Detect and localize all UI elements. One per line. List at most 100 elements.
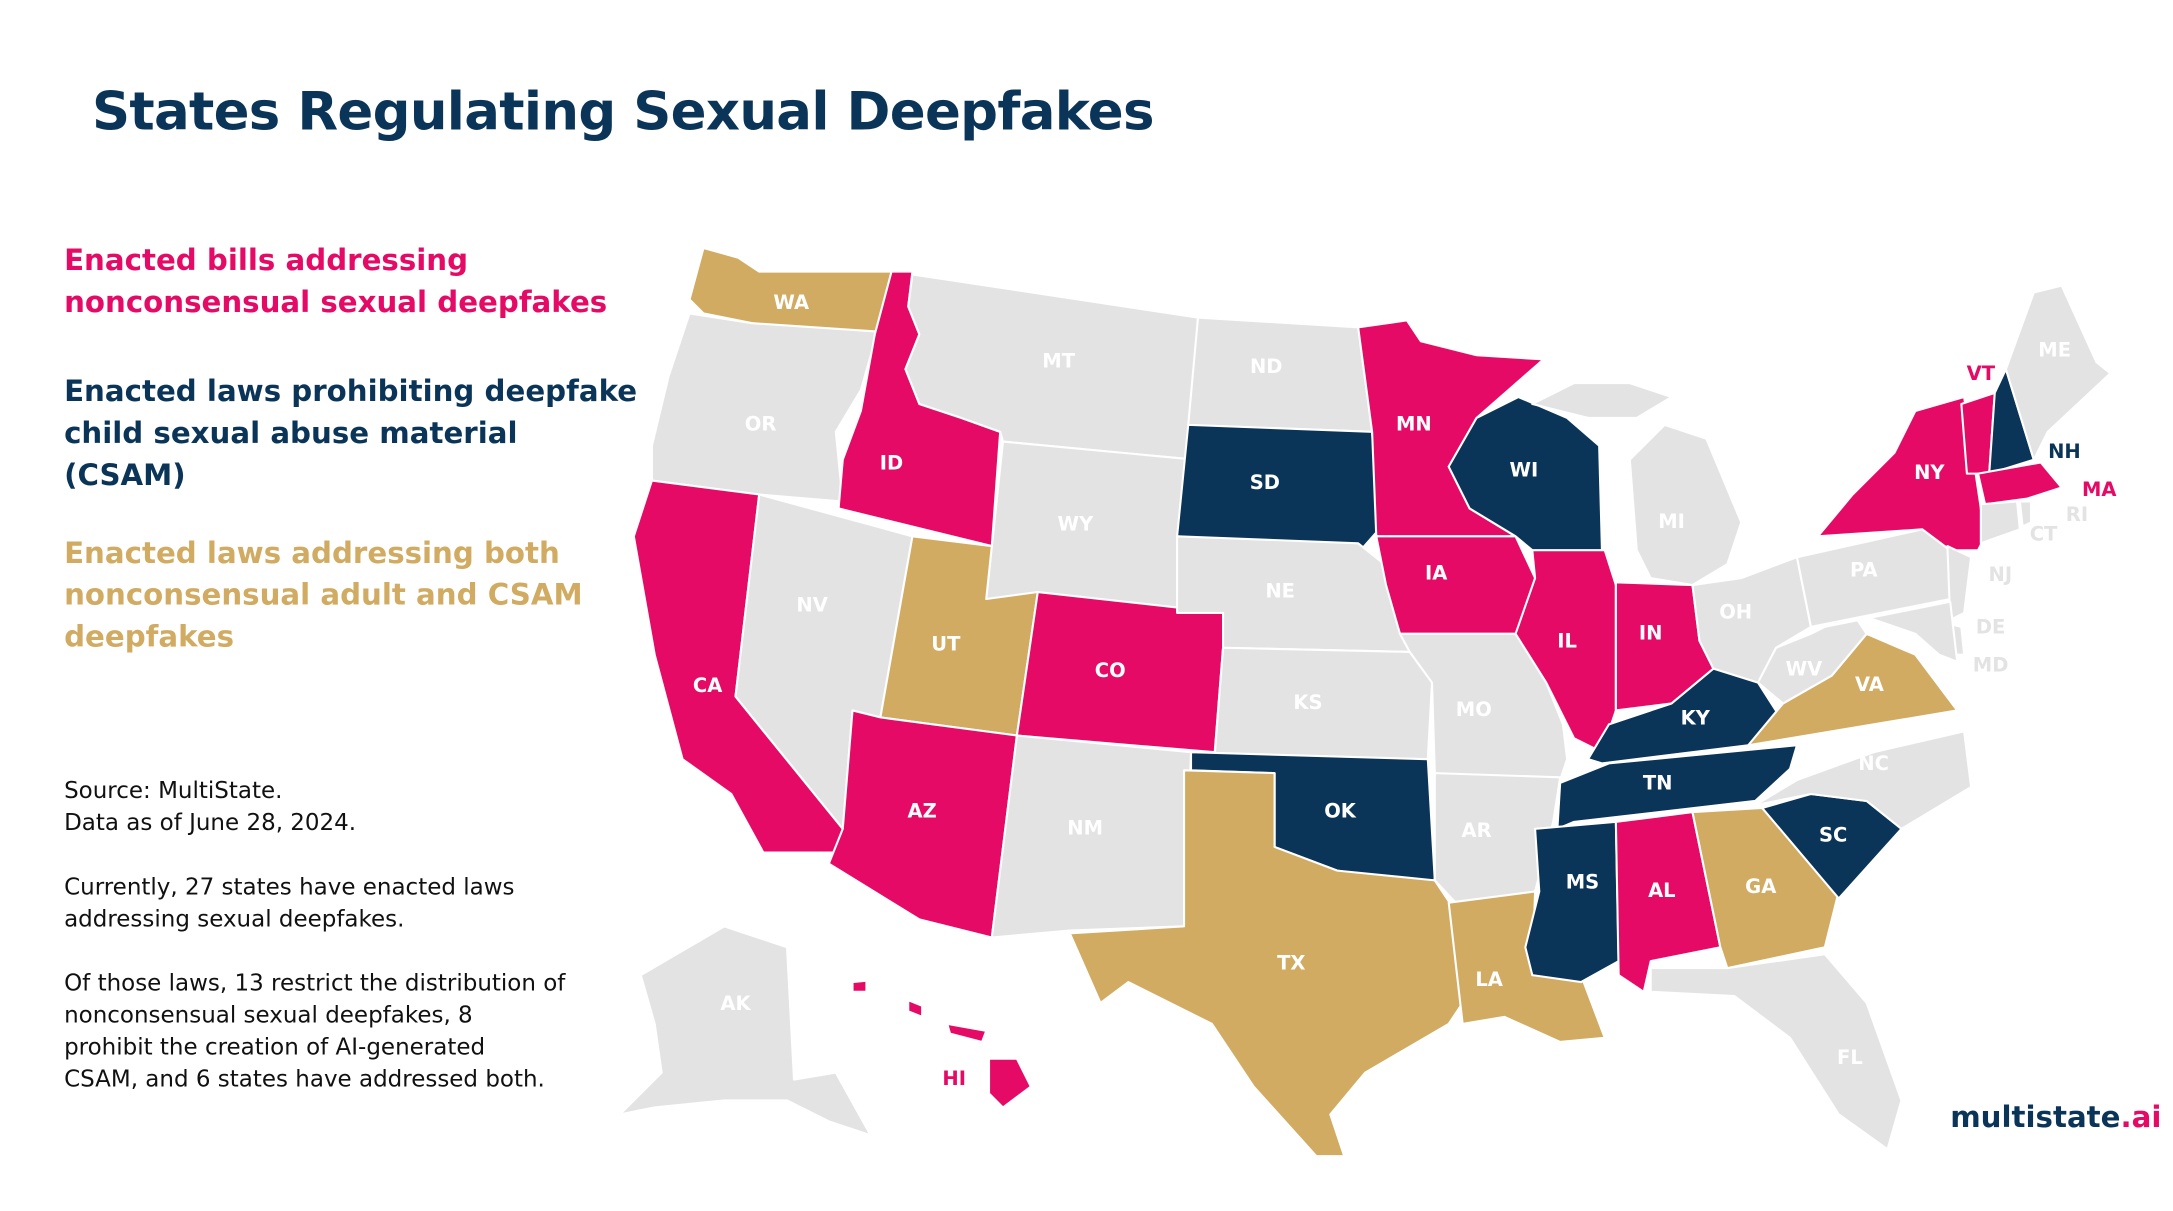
state-shape — [1977, 461, 2063, 506]
state-ks: KS — [1213, 646, 1434, 761]
state-label: NY — [1914, 461, 1945, 484]
state-label: TN — [1643, 772, 1673, 795]
state-ms: MS — [1524, 820, 1620, 984]
state-label: KS — [1293, 691, 1322, 714]
state-label: OH — [1719, 600, 1752, 623]
state-shape — [827, 709, 1018, 939]
state-label: UT — [931, 632, 961, 655]
state-label: AL — [1648, 879, 1676, 902]
state-label: WI — [1510, 458, 1539, 481]
state-label: PA — [1850, 559, 1878, 582]
state-label: ME — [2038, 339, 2071, 362]
state-label: DE — [1976, 616, 2006, 639]
state-label: HI — [942, 1067, 966, 1090]
state-nj: NJ — [1946, 545, 2012, 621]
state-label: NV — [796, 593, 827, 616]
state-la: LA — [1447, 890, 1606, 1044]
state-ri: RI — [2018, 500, 2088, 528]
state-label: RI — [2066, 503, 2088, 526]
state-label: SD — [1250, 471, 1280, 494]
state-sd: SD — [1176, 423, 1381, 555]
state-wy: WY — [985, 440, 1197, 614]
source-text: Source: MultiState. — [64, 777, 283, 804]
state-ma: MA — [1977, 461, 2117, 506]
state-label: MS — [1566, 871, 1599, 894]
state-label: MO — [1456, 698, 1492, 721]
state-wv: WV — [1756, 611, 1868, 705]
state-label: MD — [1973, 653, 2009, 676]
summary-breakdown: Of those laws, 13 restrict the distribut… — [64, 969, 566, 1093]
state-label: IL — [1557, 630, 1577, 653]
state-de: DE — [1949, 616, 2006, 656]
state-shape — [1754, 730, 1973, 830]
state-label: NM — [1067, 816, 1103, 839]
legend-both: Enacted laws addressing both nonconsensu… — [64, 536, 583, 654]
state-co: CO — [1015, 590, 1227, 754]
state-label: OR — [745, 412, 777, 435]
state-shape — [1213, 646, 1434, 761]
state-label: FL — [1837, 1046, 1863, 1069]
state-label: AK — [720, 992, 751, 1015]
logo-main: multistate — [1950, 1100, 2121, 1134]
state-shape — [1068, 769, 1464, 1158]
state-label: WA — [773, 291, 809, 314]
state-shape — [618, 925, 872, 1137]
state-label: NH — [2048, 440, 2081, 463]
state-label: SC — [1819, 823, 1847, 846]
state-label: KY — [1681, 706, 1711, 729]
state-label: LA — [1475, 968, 1503, 991]
state-label: NE — [1265, 580, 1295, 603]
summary-total: Currently, 27 states have enacted laws a… — [64, 873, 515, 932]
state-label: IN — [1639, 621, 1663, 644]
state-ia: IA — [1375, 535, 1537, 635]
state-shape — [1176, 423, 1381, 555]
data-date: Data as of June 28, 2024. — [64, 809, 357, 836]
state-hi: HI — [851, 979, 1032, 1109]
state-label: CA — [693, 674, 722, 697]
state-label: AR — [1462, 819, 1492, 842]
state-shape — [1649, 953, 1903, 1151]
state-shape — [1979, 500, 2021, 545]
state-label: CO — [1095, 659, 1126, 682]
state-shape — [1809, 600, 1959, 663]
state-label: MT — [1042, 350, 1075, 373]
state-label: ID — [880, 451, 903, 474]
state-il: IL — [1514, 549, 1617, 754]
state-label: NC — [1858, 752, 1889, 775]
state-label: WY — [1058, 513, 1095, 536]
state-shape — [1524, 820, 1620, 984]
legend-nonconsensual: Enacted bills addressing nonconsensual s… — [64, 243, 608, 319]
state-label: WV — [1786, 658, 1823, 681]
state-shape — [2018, 500, 2033, 528]
state-mi: MI — [1531, 382, 1743, 587]
state-shape — [851, 979, 1032, 1109]
state-nm: NM — [990, 734, 1193, 939]
state-mo: MO — [1398, 632, 1569, 782]
state-shape — [990, 734, 1193, 939]
state-label: MI — [1658, 510, 1685, 533]
state-label: OK — [1324, 800, 1357, 823]
page-title: States Regulating Sexual Deepfakes — [91, 80, 1155, 143]
state-label: ND — [1250, 355, 1283, 378]
state-ny: NY — [1816, 395, 1987, 552]
state-shape — [2004, 284, 2112, 461]
state-shape — [1531, 382, 1743, 587]
state-nc: NC — [1754, 730, 1973, 830]
state-az: AZ — [827, 709, 1018, 939]
state-label: TX — [1277, 951, 1305, 974]
state-ct: CT — [1979, 500, 2058, 545]
state-pa: PA — [1795, 528, 1952, 628]
state-label: AZ — [908, 800, 937, 823]
state-label: MA — [2082, 478, 2117, 501]
state-label: VA — [1855, 673, 1884, 696]
state-nd: ND — [1187, 316, 1374, 433]
state-label: VT — [1967, 362, 1996, 385]
state-shape — [1946, 545, 1973, 621]
notes: Source: MultiState. Data as of June 28, 2… — [64, 775, 565, 1127]
multistate-logo: multistate.ai — [1950, 1100, 2161, 1133]
state-shape — [1756, 611, 1868, 705]
state-fl: FL — [1649, 953, 1903, 1151]
logo-accent: .ai — [2120, 1100, 2162, 1134]
